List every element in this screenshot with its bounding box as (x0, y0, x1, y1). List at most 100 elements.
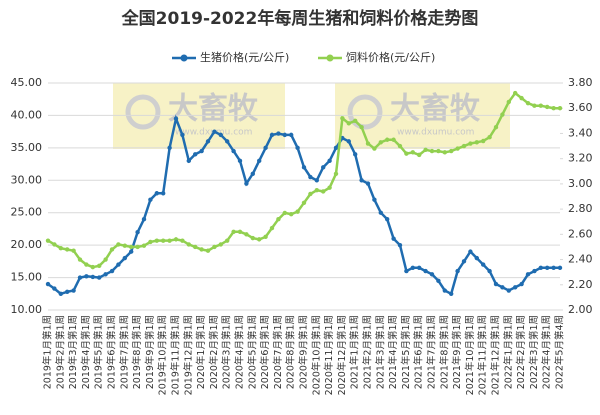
point (506, 99, 511, 105)
point (231, 229, 236, 235)
x-tick-label: 2020年6月第1周 (259, 315, 271, 389)
point (404, 268, 409, 274)
point (359, 178, 364, 183)
point (122, 255, 128, 261)
point (103, 257, 108, 262)
point (186, 242, 191, 247)
y2-tick-label: 2.20 (568, 278, 593, 291)
x-tick-label: 2021年8月第1周 (438, 315, 450, 389)
point (148, 239, 153, 245)
point (257, 237, 262, 242)
point (333, 145, 339, 151)
point (353, 118, 358, 124)
x-tick-label: 2019年7月第1周 (118, 315, 130, 389)
point (199, 148, 204, 154)
point (199, 247, 204, 252)
y-tick-label: 40.00 (11, 108, 43, 121)
point (269, 225, 275, 231)
point (314, 178, 319, 183)
x-tick-label: 2021年6月第1周 (413, 315, 425, 389)
point (269, 132, 275, 138)
x-tick-label: 2022年5月第4周 (554, 315, 566, 389)
x-tick-label: 2019年4月第1周 (80, 315, 92, 389)
point (135, 244, 140, 250)
point (557, 106, 563, 111)
point (141, 243, 147, 248)
x-tick-label: 2021年9月第1周 (451, 315, 463, 389)
point (372, 197, 377, 202)
point (186, 158, 191, 164)
x-tick-label: 2021年12月第1周 (490, 315, 502, 395)
y2-tick-label: 3.40 (568, 126, 593, 139)
point (551, 106, 556, 111)
point (468, 141, 473, 146)
point (218, 242, 223, 247)
point (442, 288, 447, 293)
point (71, 248, 76, 253)
point (308, 191, 313, 197)
point (468, 249, 473, 254)
point (193, 152, 198, 157)
watermark-url: www.dxumu.com (397, 128, 474, 138)
point (500, 285, 505, 290)
point (417, 265, 422, 271)
point (378, 140, 383, 145)
y-tick-label: 10.00 (11, 303, 43, 316)
point (250, 235, 255, 241)
point (52, 286, 57, 291)
point (154, 238, 159, 243)
point (58, 291, 63, 296)
point (455, 268, 460, 274)
x-tick-label: 2019年9月第1周 (144, 315, 156, 389)
watermark-logo (125, 94, 161, 130)
x-tick-label: 2019年10月第1周 (157, 315, 169, 395)
y2-tick-label: 3.20 (568, 152, 593, 165)
x-tick-label: 2021年7月第1周 (426, 315, 438, 389)
point (423, 147, 428, 153)
x-tick-label: 2022年3月第1周 (528, 315, 540, 389)
point (295, 145, 300, 151)
point (173, 237, 179, 242)
x-tick-label: 2020年8月第1周 (285, 315, 297, 389)
point (97, 275, 102, 280)
point (545, 265, 550, 271)
point (180, 132, 185, 138)
point (244, 181, 249, 186)
watermark-logo (347, 94, 383, 130)
y2-tick-label: 2.00 (568, 303, 593, 316)
point (289, 211, 294, 217)
point (90, 274, 96, 280)
point (333, 171, 339, 176)
point (71, 288, 76, 293)
point (212, 129, 217, 134)
point (429, 148, 435, 154)
point (141, 217, 147, 222)
point (506, 288, 511, 293)
point (525, 100, 531, 106)
point (237, 229, 243, 235)
point (538, 265, 543, 271)
point (449, 291, 454, 296)
point (263, 234, 268, 240)
x-tick-label: 2020年3月第1周 (221, 315, 233, 389)
point (391, 137, 396, 142)
point (487, 268, 492, 274)
x-tick-label: 2022年4月第1周 (541, 315, 553, 389)
x-tick-label: 2020年10月第1周 (310, 315, 322, 395)
point (45, 238, 51, 243)
point (205, 248, 211, 253)
x-tick-label: 2020年9月第1周 (298, 315, 310, 389)
point (385, 137, 390, 142)
point (340, 116, 345, 121)
x-tick-label: 2019年11月第1周 (170, 315, 182, 395)
point (218, 132, 223, 138)
point (289, 132, 294, 138)
legend-marker (326, 54, 334, 62)
point (129, 244, 134, 250)
watermark-box (113, 83, 285, 149)
point (154, 191, 159, 196)
x-tick-label: 2022年1月第1周 (502, 315, 514, 389)
point (212, 244, 217, 250)
point (481, 138, 486, 144)
